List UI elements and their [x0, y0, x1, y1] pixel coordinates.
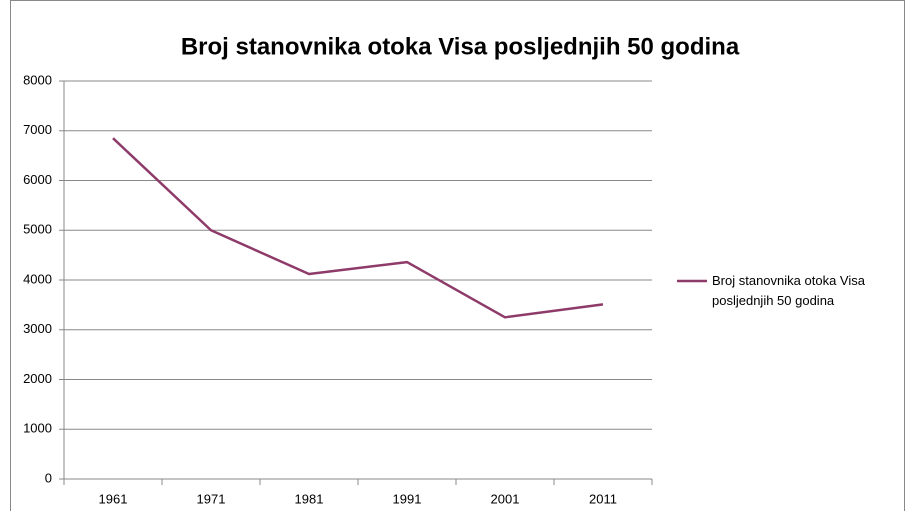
y-tick-label: 6000 — [23, 172, 52, 187]
y-tick-label: 2000 — [23, 371, 52, 386]
x-tick-label: 2001 — [491, 491, 520, 506]
chart-border — [10, 0, 905, 511]
y-tick-label: 5000 — [23, 222, 52, 237]
line-series — [112, 137, 604, 319]
x-tick-label: 1971 — [197, 491, 226, 506]
x-tick-label: 1961 — [99, 491, 128, 506]
x-tick-label: 1991 — [393, 491, 422, 506]
y-tick-label: 0 — [45, 470, 52, 485]
chart-title: Broj stanovnika otoka Visa posljednjih 5… — [181, 33, 740, 60]
x-tick-label: 2011 — [589, 491, 617, 506]
x-tick-label: 1981 — [295, 491, 324, 506]
y-tick-label: 1000 — [23, 421, 52, 436]
y-tick-label: 7000 — [23, 122, 52, 137]
y-tick-label: 8000 — [23, 72, 52, 87]
legend-label: Broj stanovnika otoka Visa posljednjih 5… — [712, 273, 865, 308]
y-tick-label: 4000 — [23, 271, 52, 286]
y-tick-label: 3000 — [23, 321, 52, 336]
